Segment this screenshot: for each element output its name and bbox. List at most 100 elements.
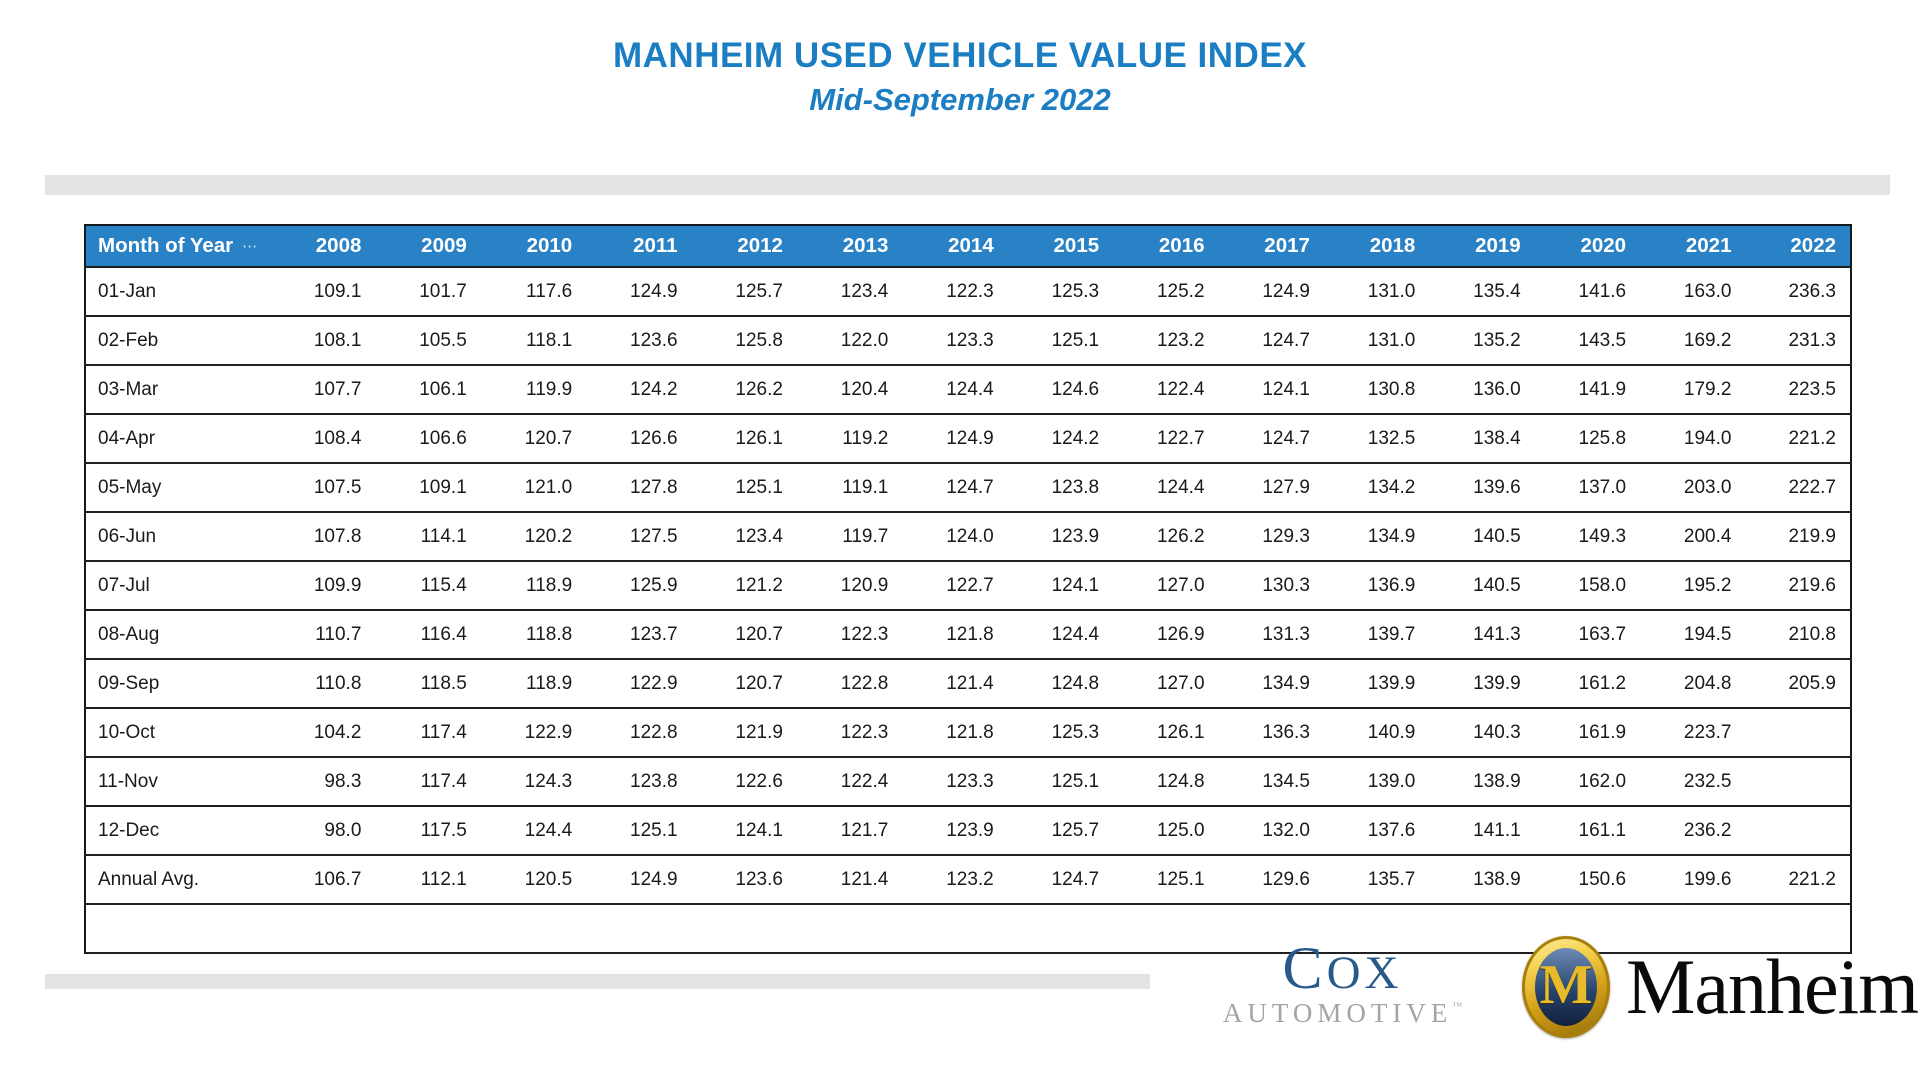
table-row: 08-Aug 110.7 116.4 118.8 123.7 120.7 122.3 121.… [85,610,1851,660]
index-value-cell: 118.8 [480,610,587,660]
column-header-label: 2015 [1053,234,1100,257]
more-options-icon[interactable]: ⋯ [242,238,258,255]
index-value-cell: 121.9 [691,708,797,758]
index-value-cell: 109.1 [375,463,481,513]
index-value-cell: 125.2 [1113,267,1219,317]
index-value-cell: 123.6 [691,855,797,905]
index-value-cell: 124.4 [1113,463,1219,513]
index-value-cell: 135.7 [1323,855,1430,905]
index-value-cell: 124.3 [480,757,587,807]
table-row: 03-Mar 107.7 106.1 119.9 124.2 126.2 120.4 124.… [85,365,1851,415]
index-value-cell: 124.0 [902,512,1008,562]
index-value-cell: 124.6 [1007,365,1114,415]
index-value-cell: 221.2 [1745,855,1851,905]
index-value-cell: 98.0 [270,806,376,856]
index-value-cell: 223.7 [1640,708,1746,758]
index-value-cell: 108.4 [270,414,376,464]
index-value-cell: 101.7 [375,267,481,317]
row-label: 07-Jul [85,561,270,611]
index-value-cell: 231.3 [1745,316,1851,366]
index-value-cell: 134.5 [1218,757,1324,807]
table-row: 12-Dec 98.0 117.5 124.4 125.1 124.1 121.7 123.9… [85,806,1851,856]
index-value-cell: 107.7 [270,365,376,415]
index-value-cell: 107.5 [270,463,376,513]
index-value-cell: 136.3 [1218,708,1324,758]
index-value-cell: 110.7 [270,610,376,660]
index-value-cell: 120.4 [796,365,903,415]
index-value-cell: 122.3 [796,610,903,660]
column-header-label: 2011 [633,234,678,257]
index-value-cell: 125.3 [1007,267,1114,317]
index-value-cell: 125.1 [1007,757,1114,807]
index-value-cell: 131.0 [1323,316,1430,366]
manheim-m-badge-inner: M [1535,948,1597,1026]
index-value-cell: 121.4 [796,855,903,905]
index-value-cell: 236.2 [1640,806,1746,856]
index-value-cell: 122.8 [796,659,903,709]
index-value-cell: 110.8 [270,659,376,709]
cox-initial: C [1282,935,1327,1001]
index-value-cell: 210.8 [1745,610,1851,660]
value-index-table: Month of Year ⋯ 2008 2009 2010 2011 2012 2013 20… [84,224,1852,954]
top-divider-bar [45,175,1890,195]
index-value-cell: 127.9 [1218,463,1324,513]
index-value-cell: 125.1 [1113,855,1219,905]
column-header-2015: 2015 [1007,225,1114,268]
index-value-cell: 136.0 [1429,365,1535,415]
row-label: 09-Sep [85,659,270,709]
index-value-cell: 118.9 [480,659,587,709]
cox-wordmark: COX [1200,938,1485,998]
index-value-cell: 135.2 [1429,316,1535,366]
index-value-cell: 124.2 [586,365,692,415]
index-value-cell: 120.2 [480,512,587,562]
table-row: 05-May 107.5 109.1 121.0 127.8 125.1 119.1 124.… [85,463,1851,513]
cox-automotive-line: AUTOMOTIVE™ [1200,1000,1485,1027]
index-value-cell: 122.0 [796,316,903,366]
index-value-cell: 125.7 [691,267,797,317]
index-value-cell: 219.9 [1745,512,1851,562]
index-value-cell: 120.9 [796,561,903,611]
index-value-cell: 169.2 [1640,316,1746,366]
index-value-cell: 121.4 [902,659,1008,709]
index-value-cell: 120.7 [480,414,587,464]
index-value-cell: 221.2 [1745,414,1851,464]
index-value-cell: 150.6 [1534,855,1641,905]
index-value-cell: 135.4 [1429,267,1535,317]
index-value-cell: 137.0 [1534,463,1641,513]
index-value-cell: 132.0 [1218,806,1324,856]
manheim-wordmark: Manheim [1626,943,1919,1030]
index-value-cell: 122.8 [586,708,692,758]
column-header-2021: 2021 [1640,225,1746,268]
index-value-cell: 123.3 [902,316,1008,366]
index-value-cell: 124.4 [902,365,1008,415]
index-value-cell: 129.3 [1218,512,1324,562]
index-value-cell: 121.7 [796,806,903,856]
column-header-label: 2008 [315,234,362,257]
index-value-cell: 117.5 [375,806,481,856]
index-value-cell: 123.7 [586,610,692,660]
index-value-cell: 120.5 [480,855,587,905]
index-value-cell: 161.9 [1534,708,1641,758]
index-value-cell: 162.0 [1534,757,1641,807]
index-value-cell: 114.1 [375,512,481,562]
index-value-cell: 140.5 [1429,561,1535,611]
index-value-cell: 141.9 [1534,365,1641,415]
index-value-cell: 119.1 [796,463,903,513]
index-value-cell: 124.7 [1007,855,1114,905]
index-value-cell: 123.8 [586,757,692,807]
page-subtitle: Mid-September 2022 [809,82,1111,117]
column-header-2009: 2009 [375,225,481,268]
index-value-cell: 124.9 [902,414,1008,464]
column-header-2018: 2018 [1323,225,1430,268]
table-row: 01-Jan 109.1 101.7 117.6 124.9 125.7 123.4 122.… [85,267,1851,317]
index-value-cell: 139.6 [1429,463,1535,513]
index-value-cell: 121.8 [902,610,1008,660]
index-value-cell: 124.7 [1218,316,1324,366]
index-value-cell: 126.6 [586,414,692,464]
index-value-cell: 122.6 [691,757,797,807]
index-value-cell: 124.1 [1007,561,1114,611]
index-value-cell: 122.9 [586,659,692,709]
column-header-label: 2020 [1580,234,1627,257]
index-value-cell: 125.1 [586,806,692,856]
column-header-label: 2018 [1369,234,1416,257]
